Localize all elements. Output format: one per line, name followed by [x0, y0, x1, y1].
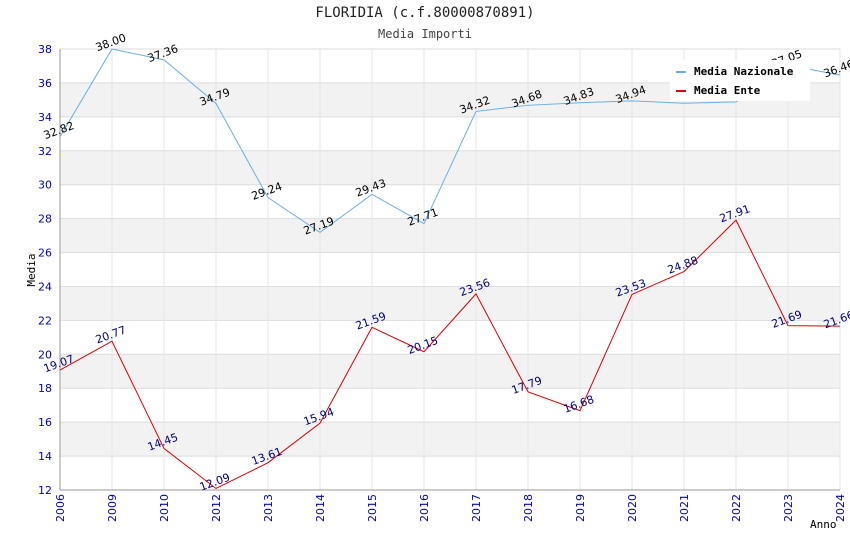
- legend-label-media-ente: Media Ente: [694, 84, 761, 97]
- y-tick-label: 30: [38, 179, 52, 192]
- x-tick-label: 2023: [782, 494, 795, 522]
- y-tick-label: 14: [38, 450, 52, 463]
- y-tick-label: 12: [38, 484, 52, 497]
- x-tick-label: 2010: [158, 494, 171, 522]
- plot-band: [60, 218, 840, 253]
- legend-label-media-nazionale: Media Nazionale: [694, 65, 794, 78]
- y-tick-label: 24: [38, 280, 52, 293]
- y-tick-label: 34: [38, 111, 52, 124]
- x-tick-label: 2024: [834, 494, 847, 522]
- x-tick-label: 2022: [730, 494, 743, 522]
- legend-box: [670, 60, 810, 101]
- x-tick-label: 2019: [574, 494, 587, 522]
- legend-swatch-media-nazionale: [676, 71, 686, 73]
- series-line-media-ente: [59, 219, 841, 490]
- data-label: 16.68: [562, 393, 596, 416]
- y-tick-label: 36: [38, 77, 52, 90]
- x-tick-label: 2018: [522, 494, 535, 522]
- y-tick-label: 16: [38, 416, 52, 429]
- x-tick-label: 2012: [210, 494, 223, 522]
- chart-title: FLORIDIA (c.f.80000870891): [315, 5, 535, 21]
- x-tick-label: 2006: [54, 494, 67, 522]
- chart-subtitle: Media Importi: [378, 27, 472, 41]
- data-label: 37.36: [146, 42, 180, 65]
- plot-band: [60, 422, 840, 457]
- y-tick-label: 20: [38, 348, 52, 361]
- x-tick-label: 2014: [314, 494, 327, 522]
- x-tick-label: 2016: [418, 494, 431, 522]
- y-tick-label: 26: [38, 247, 52, 260]
- y-tick-label: 22: [38, 314, 52, 327]
- legend: Media Nazionale Media Ente: [670, 60, 810, 101]
- x-tick-label: 2015: [366, 494, 379, 522]
- y-tick-labels: 12 14 16 18 20 22 24 26 28 30 32 34 36 38: [38, 43, 52, 497]
- x-tick-label: 2021: [678, 494, 691, 522]
- y-tick-label: 18: [38, 382, 52, 395]
- plot-bands: [60, 82, 840, 457]
- legend-swatch-media-ente: [676, 90, 686, 92]
- y-tick-label: 32: [38, 145, 52, 158]
- data-label: 24.88: [666, 254, 700, 277]
- data-label: 36.46: [822, 57, 850, 80]
- x-tick-label: 2017: [470, 494, 483, 522]
- x-tick-label: 2020: [626, 494, 639, 522]
- x-tick-label: 2013: [262, 494, 275, 522]
- y-axis-label: Media: [25, 253, 38, 286]
- y-tick-label: 38: [38, 43, 52, 56]
- x-tick-label: 2009: [106, 494, 119, 522]
- series-line-media-nazionale: [59, 48, 841, 233]
- plot-band: [60, 354, 840, 389]
- grid-lines: [59, 48, 841, 491]
- x-axis-label: Anno: [810, 518, 837, 531]
- series-lines: [59, 48, 841, 490]
- data-label: 20.15: [406, 334, 440, 357]
- axes: [59, 49, 840, 491]
- x-tick-labels: 2006 2009 2010 2012 2013 2014 2015 2016 2017 2018…: [54, 494, 847, 522]
- y-tick-label: 28: [38, 213, 52, 226]
- plot-band: [60, 286, 840, 321]
- data-label: 20.77: [94, 323, 128, 346]
